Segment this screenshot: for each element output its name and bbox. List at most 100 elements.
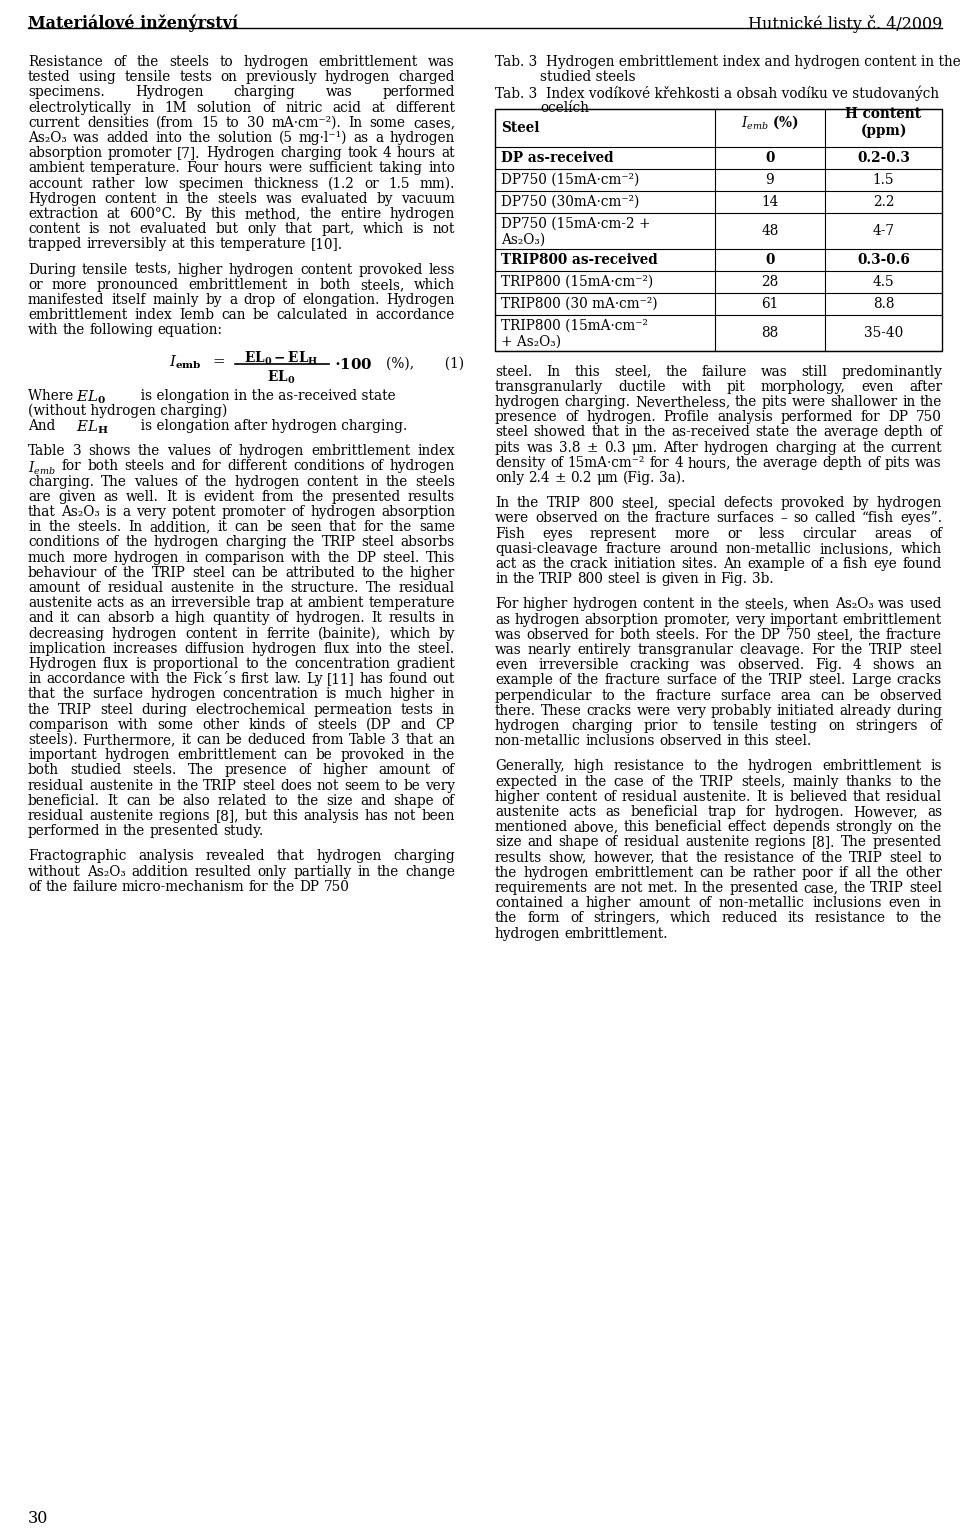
Text: residual: residual: [398, 580, 455, 596]
Text: resulted: resulted: [195, 865, 252, 879]
Text: size: size: [495, 836, 521, 850]
Text: TRIP: TRIP: [59, 703, 92, 717]
Text: steel,: steel,: [816, 628, 853, 641]
Text: higher: higher: [495, 790, 540, 804]
Text: beneficial.: beneficial.: [28, 793, 100, 808]
Text: first: first: [241, 672, 270, 686]
Text: equation:: equation:: [157, 323, 223, 337]
Text: hydrogen: hydrogen: [523, 867, 588, 880]
Text: Where: Where: [28, 389, 82, 403]
Text: the: the: [381, 566, 403, 580]
Text: law.: law.: [275, 672, 301, 686]
Text: TRIP: TRIP: [204, 779, 237, 793]
Text: without: without: [28, 865, 81, 879]
Text: 0: 0: [765, 253, 775, 266]
Text: is: is: [930, 759, 942, 773]
Text: well.: well.: [126, 490, 158, 504]
Text: and: and: [28, 611, 54, 625]
Text: with: with: [130, 672, 160, 686]
Text: content: content: [105, 191, 157, 205]
Text: tests,: tests,: [134, 263, 172, 277]
Text: more: more: [72, 551, 108, 565]
Text: in: in: [625, 426, 637, 439]
Text: 0.3-0.6: 0.3-0.6: [857, 253, 910, 266]
Text: $\mathbf{\cdot 100}$: $\mathbf{\cdot 100}$: [334, 357, 373, 372]
Text: as: as: [926, 805, 942, 819]
Text: TRIP: TRIP: [769, 674, 803, 687]
Text: the: the: [187, 191, 209, 205]
Text: steels).: steels).: [28, 733, 78, 747]
Text: concentration: concentration: [223, 687, 319, 701]
Text: higher: higher: [178, 263, 223, 277]
Text: tensile: tensile: [125, 70, 171, 84]
Text: following: following: [89, 323, 154, 337]
Text: the: the: [376, 865, 399, 879]
Text: austenite: austenite: [89, 808, 154, 824]
Text: non-metallic: non-metallic: [495, 735, 581, 749]
Text: or: or: [727, 527, 741, 540]
Text: the: the: [920, 911, 942, 925]
Text: hydrogen: hydrogen: [573, 597, 638, 611]
Text: Large: Large: [851, 674, 891, 687]
Text: the: the: [309, 207, 331, 220]
Text: ferrite: ferrite: [266, 626, 310, 640]
Text: steel.: steel.: [808, 674, 846, 687]
Text: in: in: [28, 672, 41, 686]
Text: that: that: [661, 851, 689, 865]
Text: As₂O₃): As₂O₃): [501, 233, 545, 246]
Text: $\mathbf{EL_0}$: $\mathbf{EL_0}$: [267, 369, 296, 386]
Text: the: the: [585, 775, 607, 788]
Text: at: at: [442, 145, 455, 161]
Text: observed.: observed.: [737, 658, 804, 672]
Text: the: the: [301, 490, 324, 504]
Text: the: the: [624, 689, 646, 703]
Text: In: In: [546, 364, 561, 378]
Text: hours: hours: [224, 161, 263, 176]
Text: acts: acts: [568, 805, 596, 819]
Text: a: a: [123, 505, 131, 519]
Text: higher: higher: [410, 566, 455, 580]
Text: temperature.: temperature.: [90, 161, 180, 176]
Text: resistance: resistance: [815, 911, 886, 925]
Text: expected: expected: [495, 775, 557, 788]
Text: absorbs: absorbs: [400, 536, 455, 550]
Text: mA·cm⁻²).: mA·cm⁻²).: [272, 116, 341, 130]
Text: studied steels: studied steels: [540, 70, 636, 84]
Text: An: An: [724, 557, 742, 571]
Text: In: In: [684, 880, 697, 896]
Text: the: the: [138, 444, 160, 458]
Text: presented: presented: [331, 490, 400, 504]
Text: ambient: ambient: [307, 596, 364, 611]
Text: with: with: [117, 718, 148, 732]
Text: even: even: [889, 896, 922, 911]
Text: of: of: [276, 611, 289, 625]
Text: is: is: [325, 687, 337, 701]
Text: [10].: [10].: [310, 237, 343, 251]
Text: (DP: (DP: [366, 718, 392, 732]
Text: can: can: [284, 749, 308, 762]
Text: for: for: [61, 459, 82, 473]
Text: in: in: [141, 101, 155, 115]
Text: –: –: [780, 511, 787, 525]
Text: 750: 750: [324, 880, 349, 894]
Text: Hydrogen: Hydrogen: [28, 191, 97, 205]
Text: TRIP: TRIP: [869, 643, 902, 657]
Text: Table: Table: [348, 733, 386, 747]
Text: an: an: [438, 733, 455, 747]
Text: by: by: [376, 191, 393, 205]
Text: current: current: [890, 441, 942, 455]
Text: very: very: [425, 779, 455, 793]
Text: inclusions: inclusions: [812, 896, 881, 911]
Text: the: the: [48, 521, 70, 534]
Text: took: took: [348, 145, 377, 161]
Text: eyes”.: eyes”.: [900, 511, 942, 525]
Text: hydrogen: hydrogen: [316, 850, 382, 863]
Text: index: index: [134, 308, 172, 322]
Text: which: which: [390, 626, 431, 640]
Text: area: area: [780, 689, 811, 703]
Text: comparison: comparison: [28, 718, 108, 732]
Text: steels: steels: [217, 191, 257, 205]
Text: $\mathbf{\mathit{EL}_0}$: $\mathbf{\mathit{EL}_0}$: [76, 389, 106, 406]
Text: Hydrogen: Hydrogen: [28, 657, 97, 671]
Text: ±: ±: [587, 441, 598, 455]
